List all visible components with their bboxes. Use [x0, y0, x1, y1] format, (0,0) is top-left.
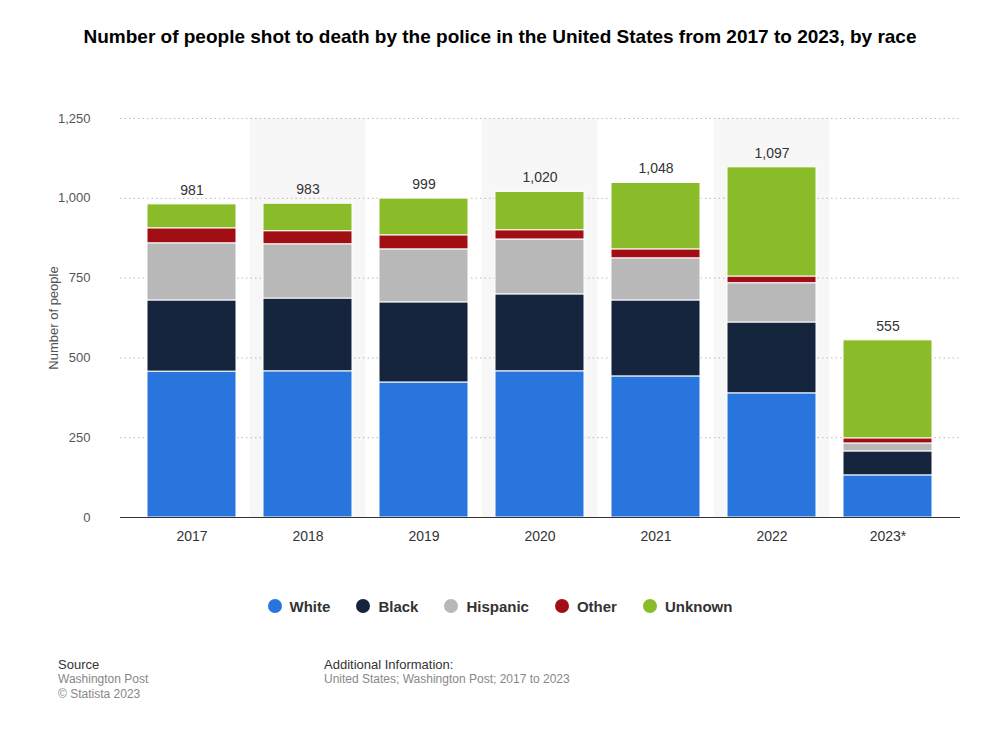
html-text:United States; Washington Post: United States; Washington Post; 2017 to … — [324, 672, 570, 686]
html-text:Black: Black — [378, 597, 419, 615]
html-text:Washington Post: Washington Post — [58, 672, 149, 686]
svg-text:2022: 2022 — [756, 528, 787, 544]
html-text:Hispanic: Hispanic — [466, 597, 529, 615]
svg-text:1,000: 1,000 — [58, 190, 91, 205]
svg-text:2017: 2017 — [176, 528, 207, 544]
html-text:Number of people shot to death: Number of people shot to death by the po… — [83, 26, 917, 47]
svg-text:500: 500 — [69, 350, 91, 365]
svg-text:1,020: 1,020 — [522, 169, 557, 185]
html-text:Unknown: Unknown — [665, 597, 733, 615]
html-text:© Statista 2023: © Statista 2023 — [58, 687, 141, 701]
html-text:White: White — [289, 597, 331, 615]
svg-text:1,250: 1,250 — [58, 111, 91, 126]
svg-text:2021: 2021 — [640, 528, 671, 544]
svg-text:1,048: 1,048 — [638, 160, 673, 176]
svg-text:999: 999 — [412, 176, 436, 192]
svg-text:983: 983 — [296, 181, 320, 197]
html-text:Source: Source — [58, 657, 100, 672]
svg-text:2023*: 2023* — [870, 528, 907, 544]
svg-text:0: 0 — [83, 510, 90, 525]
html-text:Additional Information:: Additional Information: — [324, 657, 454, 672]
html-text:Other: Other — [576, 597, 617, 615]
svg-text:250: 250 — [69, 430, 91, 445]
svg-text:555: 555 — [876, 318, 900, 334]
svg-text:750: 750 — [69, 270, 91, 285]
svg-text:2020: 2020 — [524, 528, 555, 544]
svg-text:2018: 2018 — [292, 528, 323, 544]
svg-text:1,097: 1,097 — [754, 145, 789, 161]
svg-text:2019: 2019 — [408, 528, 439, 544]
svg-text:Number of people: Number of people — [46, 266, 61, 369]
svg-text:981: 981 — [180, 182, 204, 198]
